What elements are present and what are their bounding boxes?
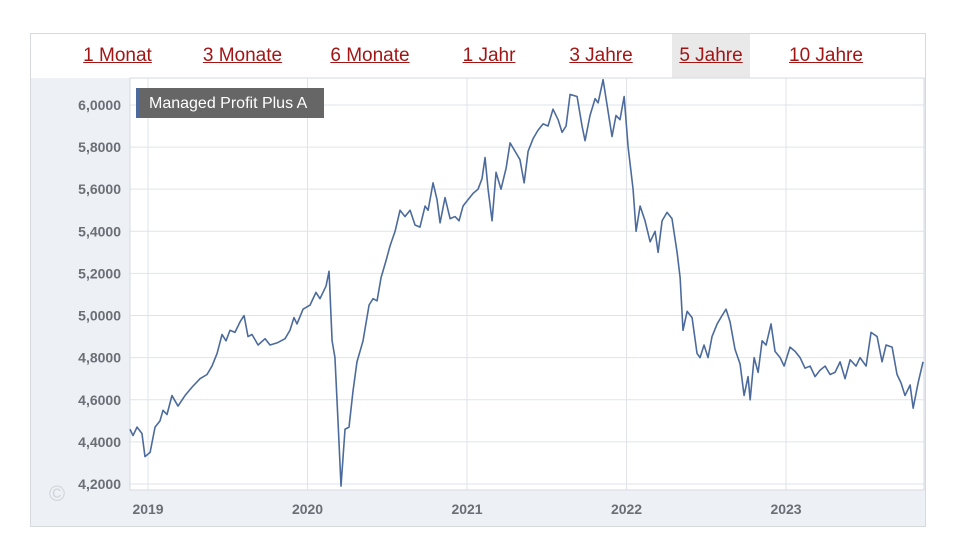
price-line	[129, 78, 924, 487]
range-tab[interactable]: 3 Jahre	[569, 45, 633, 66]
plot-area	[130, 78, 924, 490]
copyright-icon: ©	[49, 481, 65, 506]
range-tab[interactable]: 1 Monat	[83, 45, 152, 66]
y-tick-label: 5,0000	[78, 308, 121, 324]
series-name: Managed Profit Plus A	[149, 95, 308, 112]
y-tick-label: 4,4000	[78, 434, 121, 450]
range-tab[interactable]: 6 Monate	[330, 45, 410, 66]
x-tick-label: 2022	[611, 501, 642, 517]
range-tab[interactable]: 1 Jahr	[462, 45, 516, 66]
tab-bar: 1 Monat 3 Monate 6 Monate 1 Jahr 3 Jahre 5 Ja…	[31, 34, 925, 78]
y-tick-label: 5,6000	[78, 181, 121, 197]
plot-border	[129, 77, 925, 491]
x-tick-label: 2021	[451, 501, 482, 517]
y-tick-label: 5,2000	[78, 265, 121, 281]
y-tick-label: 4,2000	[78, 476, 121, 492]
y-tick-label: 4,8000	[78, 350, 121, 366]
x-tick-label: 2023	[770, 501, 801, 517]
chart-frame: 1 Monat 3 Monate 6 Monate 1 Jahr 3 Jahre 5 Ja…	[30, 33, 926, 527]
y-tick-label: 5,4000	[78, 223, 121, 239]
y-tick-label: 4,6000	[78, 392, 121, 408]
range-tab[interactable]: 3 Monate	[202, 45, 283, 66]
x-tick-label: 2019	[132, 501, 163, 517]
y-tick-label: 5,8000	[78, 139, 121, 155]
y-tick-label: 6,0000	[78, 97, 121, 113]
tooltip-box	[136, 88, 324, 118]
range-tab[interactable]: 10 Jahre	[789, 45, 863, 66]
tooltip-accent	[136, 88, 140, 118]
x-tick-label: 2020	[292, 501, 323, 517]
range-tab[interactable]: 5 Jahre	[672, 34, 750, 78]
